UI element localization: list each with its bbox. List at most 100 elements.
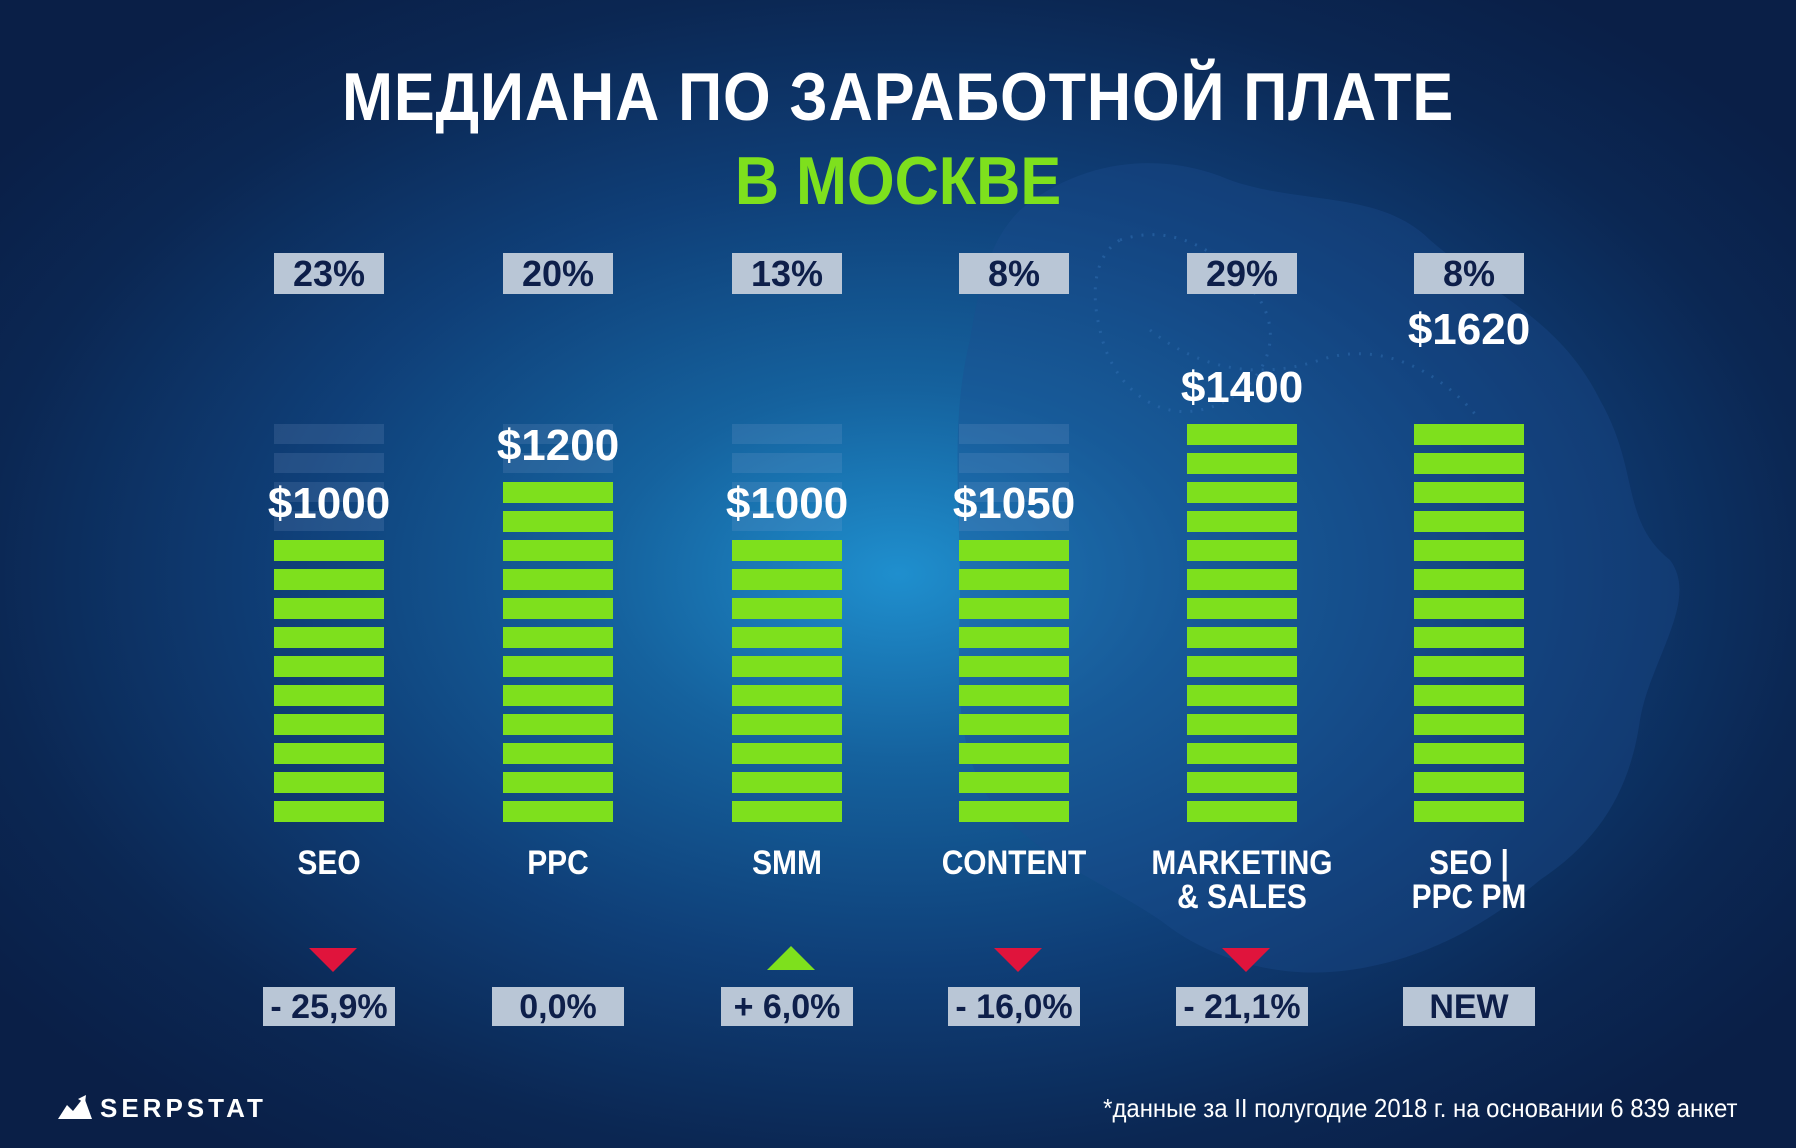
serpstat-logo-icon [58, 1095, 92, 1119]
bar-value-label: $1400 [1180, 363, 1304, 412]
bar-segment [732, 627, 842, 648]
bar-segment [1187, 482, 1297, 503]
bar-column: 13% $1000 SMM + 6,0% [687, 0, 887, 1100]
category-label-line: SEO | [1429, 844, 1509, 882]
bar-segment-faded [732, 453, 842, 473]
category-label-line: SEO [297, 844, 361, 882]
bar-segment [274, 656, 384, 677]
bar-segment [1414, 801, 1524, 822]
bar-column: 8% $1050 CONTENT - 16,0% [914, 0, 1114, 1100]
share-badge: 13% [732, 253, 842, 294]
bar-segment-faded [959, 482, 1069, 502]
bar-segment [1414, 743, 1524, 764]
bar-value-label: $1620 [1407, 305, 1531, 354]
bar-segment [1414, 511, 1524, 532]
trend-down-icon [309, 948, 357, 972]
bar-segment [1187, 598, 1297, 619]
bar-segment [1414, 482, 1524, 503]
trend-down-icon [1222, 948, 1270, 972]
bar-segment [959, 685, 1069, 706]
change-badge: - 16,0% [948, 987, 1080, 1026]
bar-segment [503, 656, 613, 677]
share-badge: 8% [1414, 253, 1524, 294]
bar-segment [1187, 801, 1297, 822]
chart-title: МЕДИАНА ПО ЗАРАБОТНОЙ ПЛАТЕ [341, 59, 1455, 135]
share-badge: 8% [959, 253, 1069, 294]
bar-segment [274, 685, 384, 706]
bar-segment [1187, 627, 1297, 648]
bar-segment [1187, 569, 1297, 590]
bar-column: 29% $1400 MARKETING & SALES - 21,1% [1142, 0, 1342, 1100]
category-label: SEO [223, 846, 434, 880]
bar-segment [1414, 685, 1524, 706]
bar-segment [959, 627, 1069, 648]
bar-segment [1414, 772, 1524, 793]
bar-segment [503, 743, 613, 764]
bar-segment [274, 598, 384, 619]
bar-column: 20% $1200 PPC 0,0% [458, 0, 658, 1100]
change-badge: - 21,1% [1176, 987, 1308, 1026]
bar-segment [1414, 656, 1524, 677]
bar-segment [1414, 714, 1524, 735]
bar-segment-faded [274, 482, 384, 502]
bar-segment [732, 714, 842, 735]
change-badge: - 25,9% [263, 987, 395, 1026]
bar-segment [959, 743, 1069, 764]
bar-segment [959, 801, 1069, 822]
bar-column: 23% $1000 SEO - 25,9% [229, 0, 429, 1100]
bar-segment [959, 656, 1069, 677]
bar-segment [1414, 569, 1524, 590]
category-label-line: MARKETING [1151, 844, 1333, 882]
bar-segment-faded [274, 453, 384, 473]
category-label-line: SMM [752, 844, 822, 882]
footnote: *данные за II полугодие 2018 г. на основ… [1102, 1093, 1737, 1123]
bar-segment [503, 714, 613, 735]
bar-segment [959, 540, 1069, 561]
category-label: SMM [681, 846, 892, 880]
bar-segment [274, 714, 384, 735]
bar-segment-faded [503, 424, 613, 444]
bar-segment-faded [503, 453, 613, 473]
bar-segment [1187, 540, 1297, 561]
change-badge: NEW [1403, 987, 1535, 1026]
trend-up-icon [767, 946, 815, 970]
category-label-line: PPC [527, 844, 589, 882]
bar-segment-faded [274, 511, 384, 531]
bar-segment [1187, 714, 1297, 735]
bar-segment [503, 511, 613, 532]
category-label-line: & SALES [1177, 878, 1307, 916]
bar-segment [503, 627, 613, 648]
category-label-line: CONTENT [941, 844, 1087, 882]
bar-segment [1187, 743, 1297, 764]
share-badge: 29% [1187, 253, 1297, 294]
bar-segment-faded [959, 424, 1069, 444]
category-label-line: PPC PM [1411, 878, 1527, 916]
chart-subtitle: В МОСКВЕ [734, 143, 1062, 219]
bar-segment [1187, 656, 1297, 677]
bar-segment [503, 569, 613, 590]
share-badge: 20% [503, 253, 613, 294]
serpstat-logo: SERPSTAT [58, 1093, 267, 1123]
bar-segment [274, 540, 384, 561]
bar-segment [959, 772, 1069, 793]
bar-value-label: $1000 [267, 479, 391, 528]
bar-segment [1414, 424, 1524, 445]
bar-segment [1187, 511, 1297, 532]
bar-segment [1187, 685, 1297, 706]
bar-segment [274, 801, 384, 822]
bar-segment [1187, 772, 1297, 793]
bar-segment [503, 801, 613, 822]
bar-segment [732, 598, 842, 619]
bar-segment [732, 540, 842, 561]
bar-segment [503, 772, 613, 793]
category-label: PPC [452, 846, 663, 880]
bar-segment [732, 743, 842, 764]
bar-segment [503, 540, 613, 561]
bar-segment [1414, 453, 1524, 474]
bar-segment [274, 743, 384, 764]
bar-segment [1414, 598, 1524, 619]
bar-segment [732, 685, 842, 706]
bar-segment [274, 569, 384, 590]
trend-down-icon [994, 948, 1042, 972]
bar-segment [274, 772, 384, 793]
